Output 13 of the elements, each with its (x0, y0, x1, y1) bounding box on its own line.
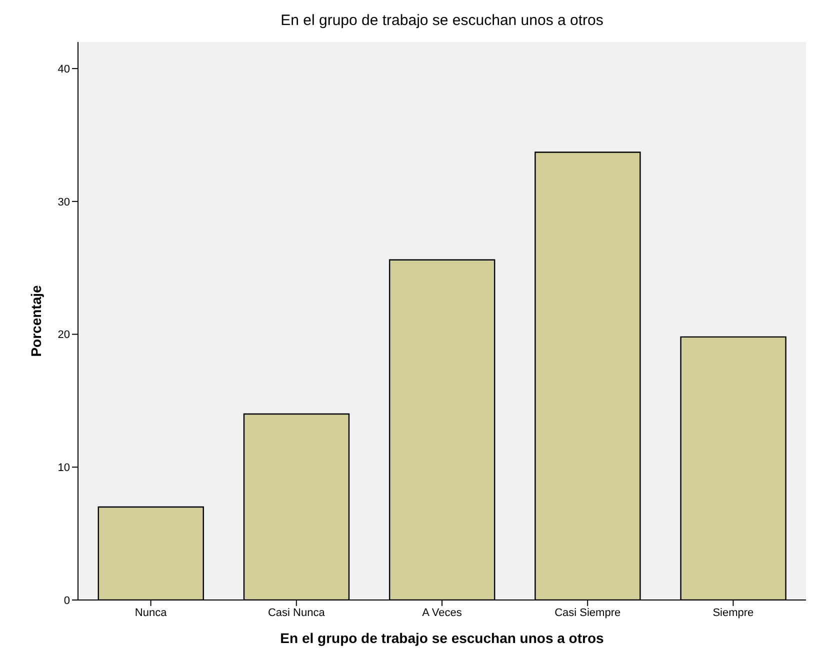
y-tick-label: 40 (58, 63, 70, 76)
x-tick-label: Casi Siempre (554, 606, 621, 619)
y-tick-label: 20 (58, 329, 70, 342)
y-tick-label: 0 (64, 594, 70, 607)
x-tick-label: Siempre (712, 606, 754, 619)
x-tick-label: A Veces (422, 606, 462, 619)
x-tick-label: Casi Nunca (268, 606, 326, 619)
y-axis-title: Porcentaje (28, 284, 44, 357)
x-tick-label: Nunca (134, 606, 168, 619)
x-axis-title: En el grupo de trabajo se escuchan unos a otros (280, 630, 604, 646)
chart-title: En el grupo de trabajo se escuchan unos a otros (280, 12, 604, 29)
y-tick-label: 30 (58, 196, 70, 208)
y-tick-label: 10 (58, 462, 70, 474)
